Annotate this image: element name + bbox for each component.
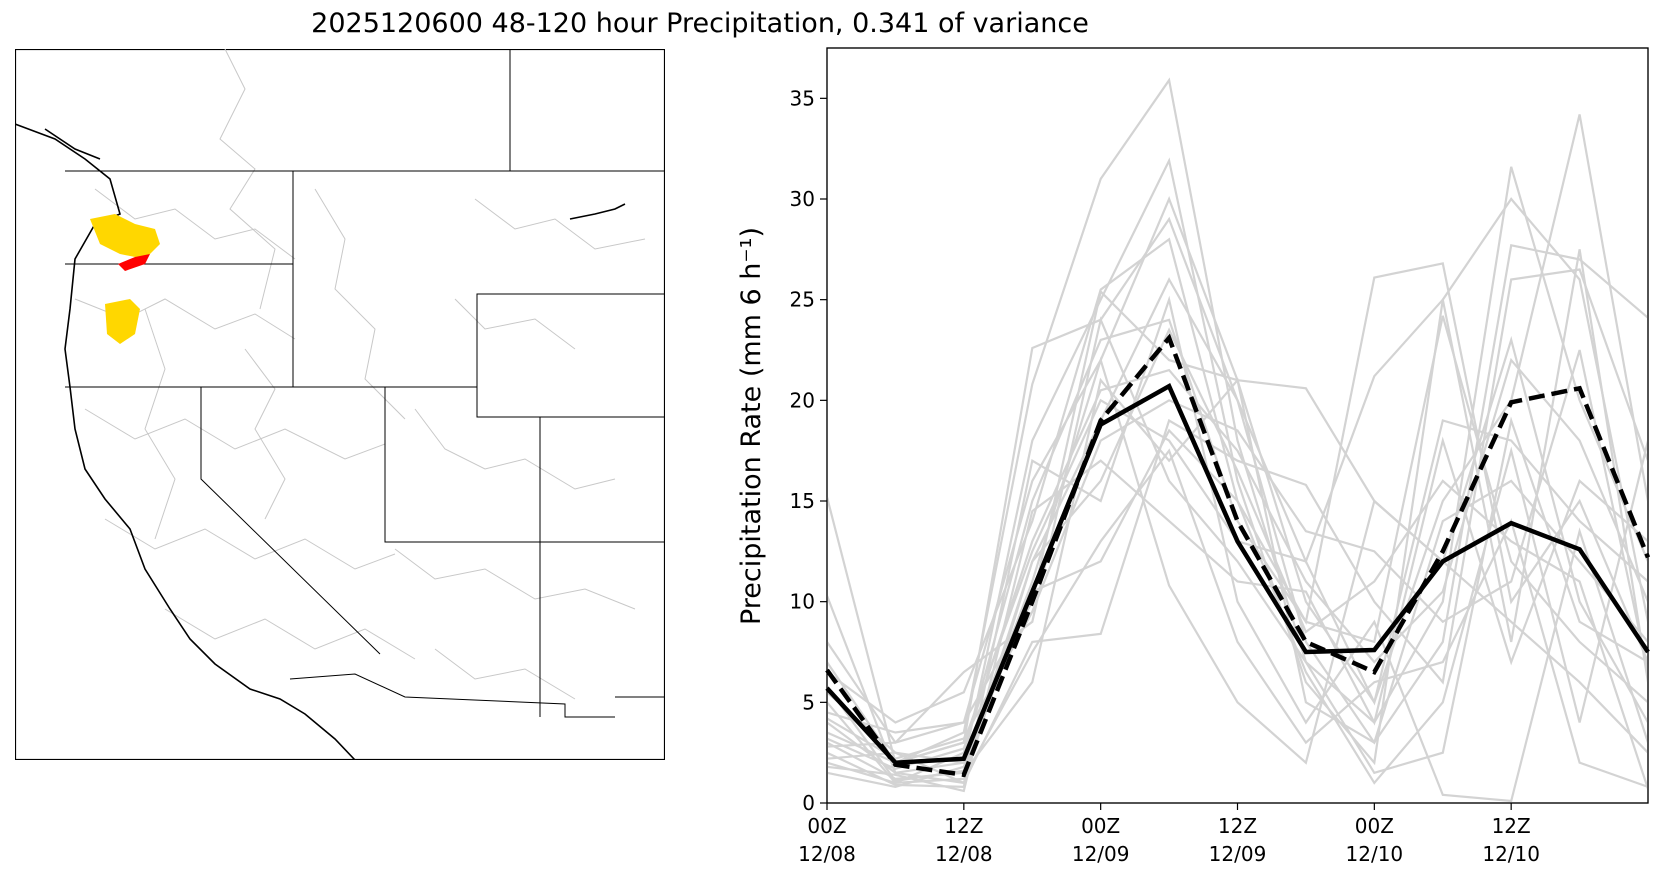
coastline: [15, 123, 626, 760]
member-line-19: [826, 349, 1650, 760]
member-line-14: [826, 356, 1649, 765]
basin-grid: [74, 49, 646, 700]
y-tick-label: 30: [790, 187, 815, 211]
y-axis-label: Precipitation Rate (mm 6 h⁻¹): [736, 227, 767, 625]
member-line-7: [826, 315, 1649, 785]
y-tick-label: 5: [802, 690, 815, 714]
control-line: [825, 333, 1651, 778]
x-tick-label-date: 12/09: [1209, 842, 1267, 866]
member-line-12: [826, 316, 1649, 775]
x-tick-label-date: 12/08: [935, 842, 993, 866]
region-map: [15, 49, 665, 760]
member-line-16: [826, 436, 1649, 793]
member-lines: [825, 77, 1650, 803]
x-tick-label-time: 12Z: [1218, 814, 1257, 838]
x-tick-label-date: 12/10: [1482, 842, 1540, 866]
x-tick-label-time: 00Z: [1355, 814, 1394, 838]
y-ticks: 0 5 10 15 20 25 30 35: [790, 86, 827, 815]
plot-area: [826, 47, 1649, 804]
y-tick-label: 10: [790, 590, 815, 614]
x-tick-label-date: 12/08: [798, 842, 856, 866]
x-tick-label-date: 12/10: [1346, 842, 1404, 866]
chart-title: 2025120600 48-120 hour Precipitation, 0.…: [311, 8, 1089, 39]
highlighted-basins: [90, 214, 160, 344]
member-line-18: [826, 357, 1650, 770]
y-tick-label: 25: [790, 288, 815, 312]
x-tick-label-time: 00Z: [1081, 814, 1120, 838]
y-tick-label: 35: [790, 86, 815, 110]
y-tick-label: 0: [802, 791, 815, 815]
y-tick-label: 20: [790, 388, 815, 412]
y-tick-label: 15: [790, 489, 815, 513]
x-tick-label-time: 00Z: [807, 814, 846, 838]
x-ticks: 00Z 12/08 12Z 12/08 00Z 12/09 12Z 12/09 00Z 12/10…: [798, 803, 1540, 866]
x-tick-label-time: 12Z: [944, 814, 983, 838]
x-tick-label-time: 12Z: [1492, 814, 1531, 838]
member-line-1: [825, 77, 1650, 765]
member-line-17: [826, 428, 1650, 789]
state-borders: [65, 49, 665, 718]
x-tick-label-date: 12/09: [1072, 842, 1130, 866]
mean-line: [825, 383, 1650, 766]
